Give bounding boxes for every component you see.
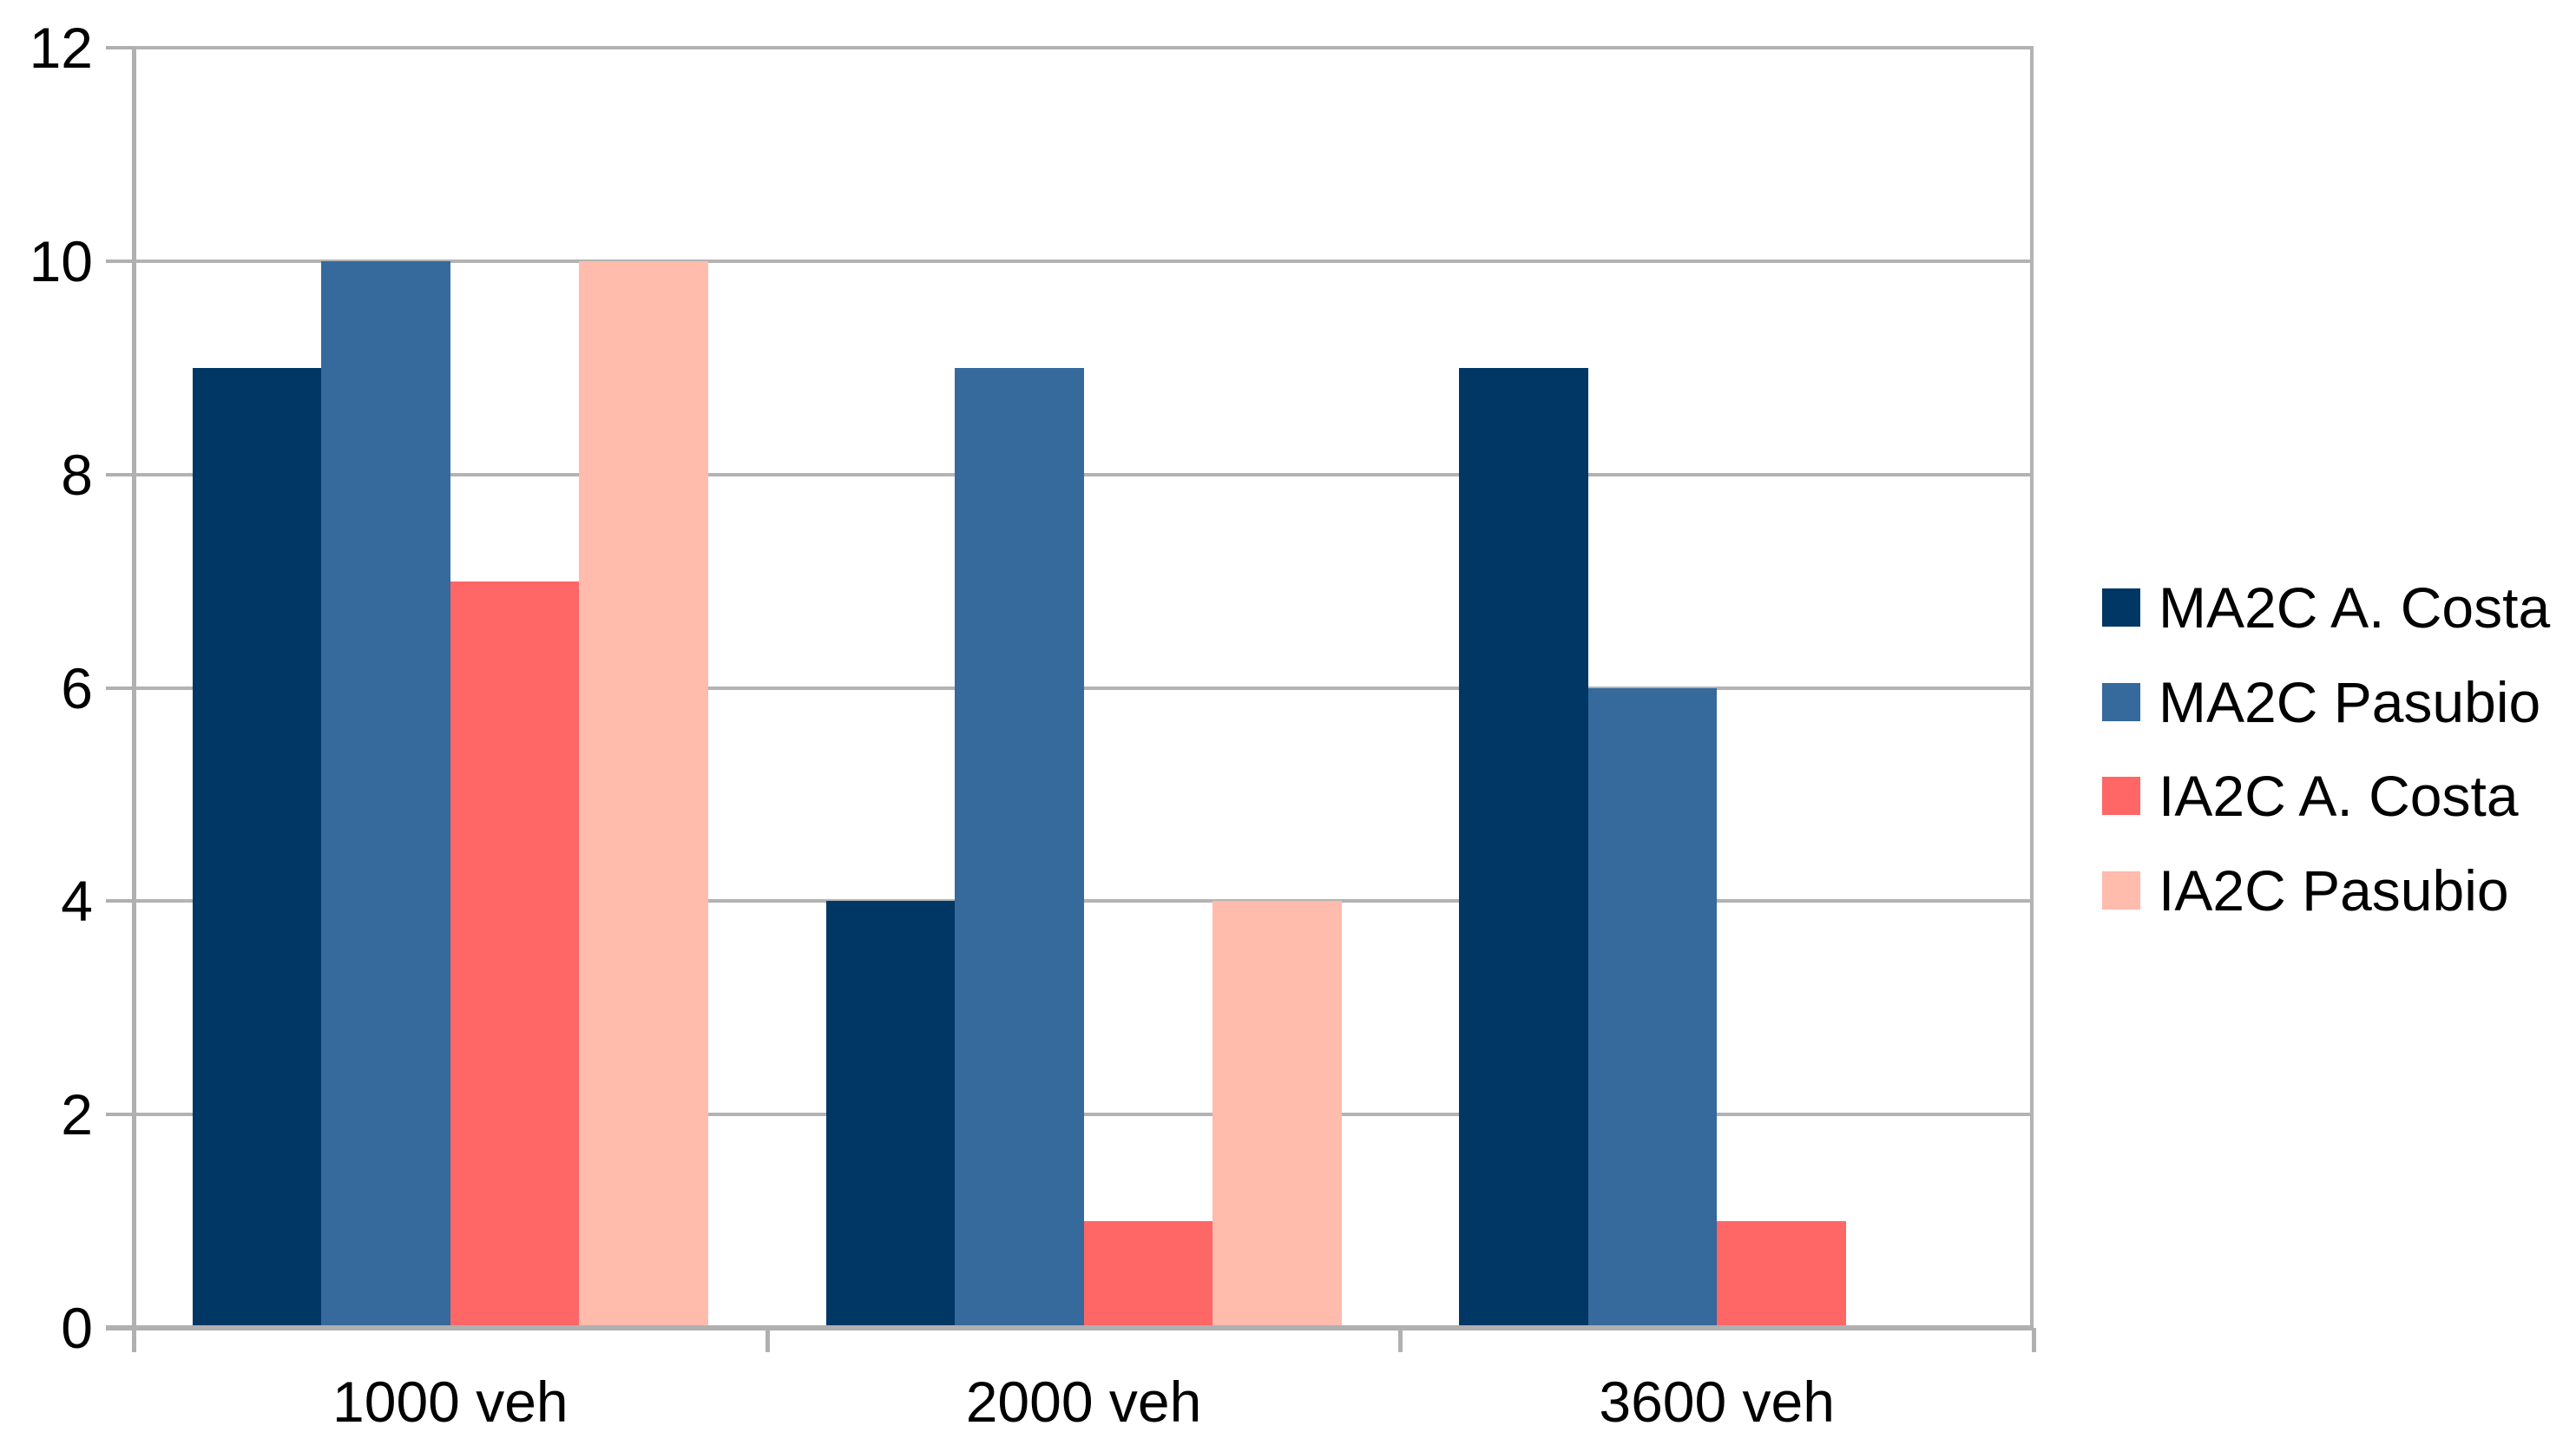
legend-item-ma2c-pasubio: MA2C Pasubio	[2102, 673, 2540, 731]
x-tick-label-2000-veh: 2000 veh	[965, 1370, 1202, 1434]
x-axis-line	[106, 1325, 2034, 1330]
legend-swatch-icon	[2102, 777, 2140, 815]
y-tick-10	[106, 259, 134, 263]
bar-ma2c-a-costa-2000-veh	[825, 901, 955, 1328]
x-tick-label-3600-veh: 3600 veh	[1599, 1370, 1835, 1434]
legend-label: MA2C Pasubio	[2159, 669, 2541, 734]
legend-label: IA2C Pasubio	[2159, 857, 2509, 923]
bar-ma2c-a-costa-1000-veh	[192, 367, 322, 1328]
y-tick-label-6: 6	[61, 655, 93, 720]
y-axis-line	[132, 48, 136, 1352]
y-tick-label-4: 4	[61, 869, 93, 934]
x-tick-2	[1398, 1328, 1403, 1352]
legend-item-ma2c-a-costa: MA2C A. Costa	[2102, 579, 2550, 636]
gridline-y-4	[134, 899, 2034, 903]
plot-right-border	[2030, 46, 2034, 1330]
y-tick-6	[106, 686, 134, 690]
bar-ma2c-pasubio-3600-veh	[1587, 687, 1718, 1328]
bar-ia2c-a-costa-3600-veh	[1717, 1221, 1846, 1328]
y-tick-4	[106, 899, 134, 903]
y-tick-2	[106, 1113, 134, 1117]
y-tick-label-2: 2	[61, 1082, 93, 1147]
legend-swatch-icon	[2102, 682, 2140, 721]
legend-swatch-icon	[2102, 588, 2140, 627]
y-tick-8	[106, 472, 134, 476]
x-tick-1	[765, 1328, 770, 1352]
x-tick-3	[2032, 1328, 2036, 1352]
gridline-y-2	[134, 1113, 2034, 1117]
x-tick-label-1000-veh: 1000 veh	[332, 1370, 568, 1434]
y-tick-label-10: 10	[29, 228, 93, 293]
y-tick-12	[106, 46, 134, 49]
bar-ma2c-a-costa-3600-veh	[1459, 367, 1588, 1328]
gridline-y-6	[134, 686, 2034, 690]
legend-item-ia2c-pasubio: IA2C Pasubio	[2102, 862, 2509, 919]
bar-ia2c-pasubio-2000-veh	[1212, 901, 1342, 1328]
gridline-y-10	[134, 259, 2034, 263]
bar-ia2c-a-costa-1000-veh	[450, 581, 580, 1328]
bar-ia2c-a-costa-2000-veh	[1083, 1221, 1212, 1328]
legend-label: IA2C A. Costa	[2159, 764, 2519, 828]
bar-ma2c-pasubio-1000-veh	[321, 260, 450, 1328]
bar-ma2c-pasubio-2000-veh	[955, 367, 1084, 1328]
y-tick-label-8: 8	[61, 442, 93, 507]
y-tick-label-0: 0	[61, 1296, 93, 1360]
legend-label: MA2C A. Costa	[2159, 575, 2551, 640]
legend-swatch-icon	[2102, 871, 2140, 910]
bar-ia2c-pasubio-1000-veh	[579, 260, 708, 1328]
gridline-y-12	[134, 46, 2034, 49]
y-tick-label-12: 12	[29, 16, 93, 80]
legend-item-ia2c-a-costa: IA2C A. Costa	[2102, 767, 2519, 825]
gridline-y-8	[134, 472, 2034, 476]
